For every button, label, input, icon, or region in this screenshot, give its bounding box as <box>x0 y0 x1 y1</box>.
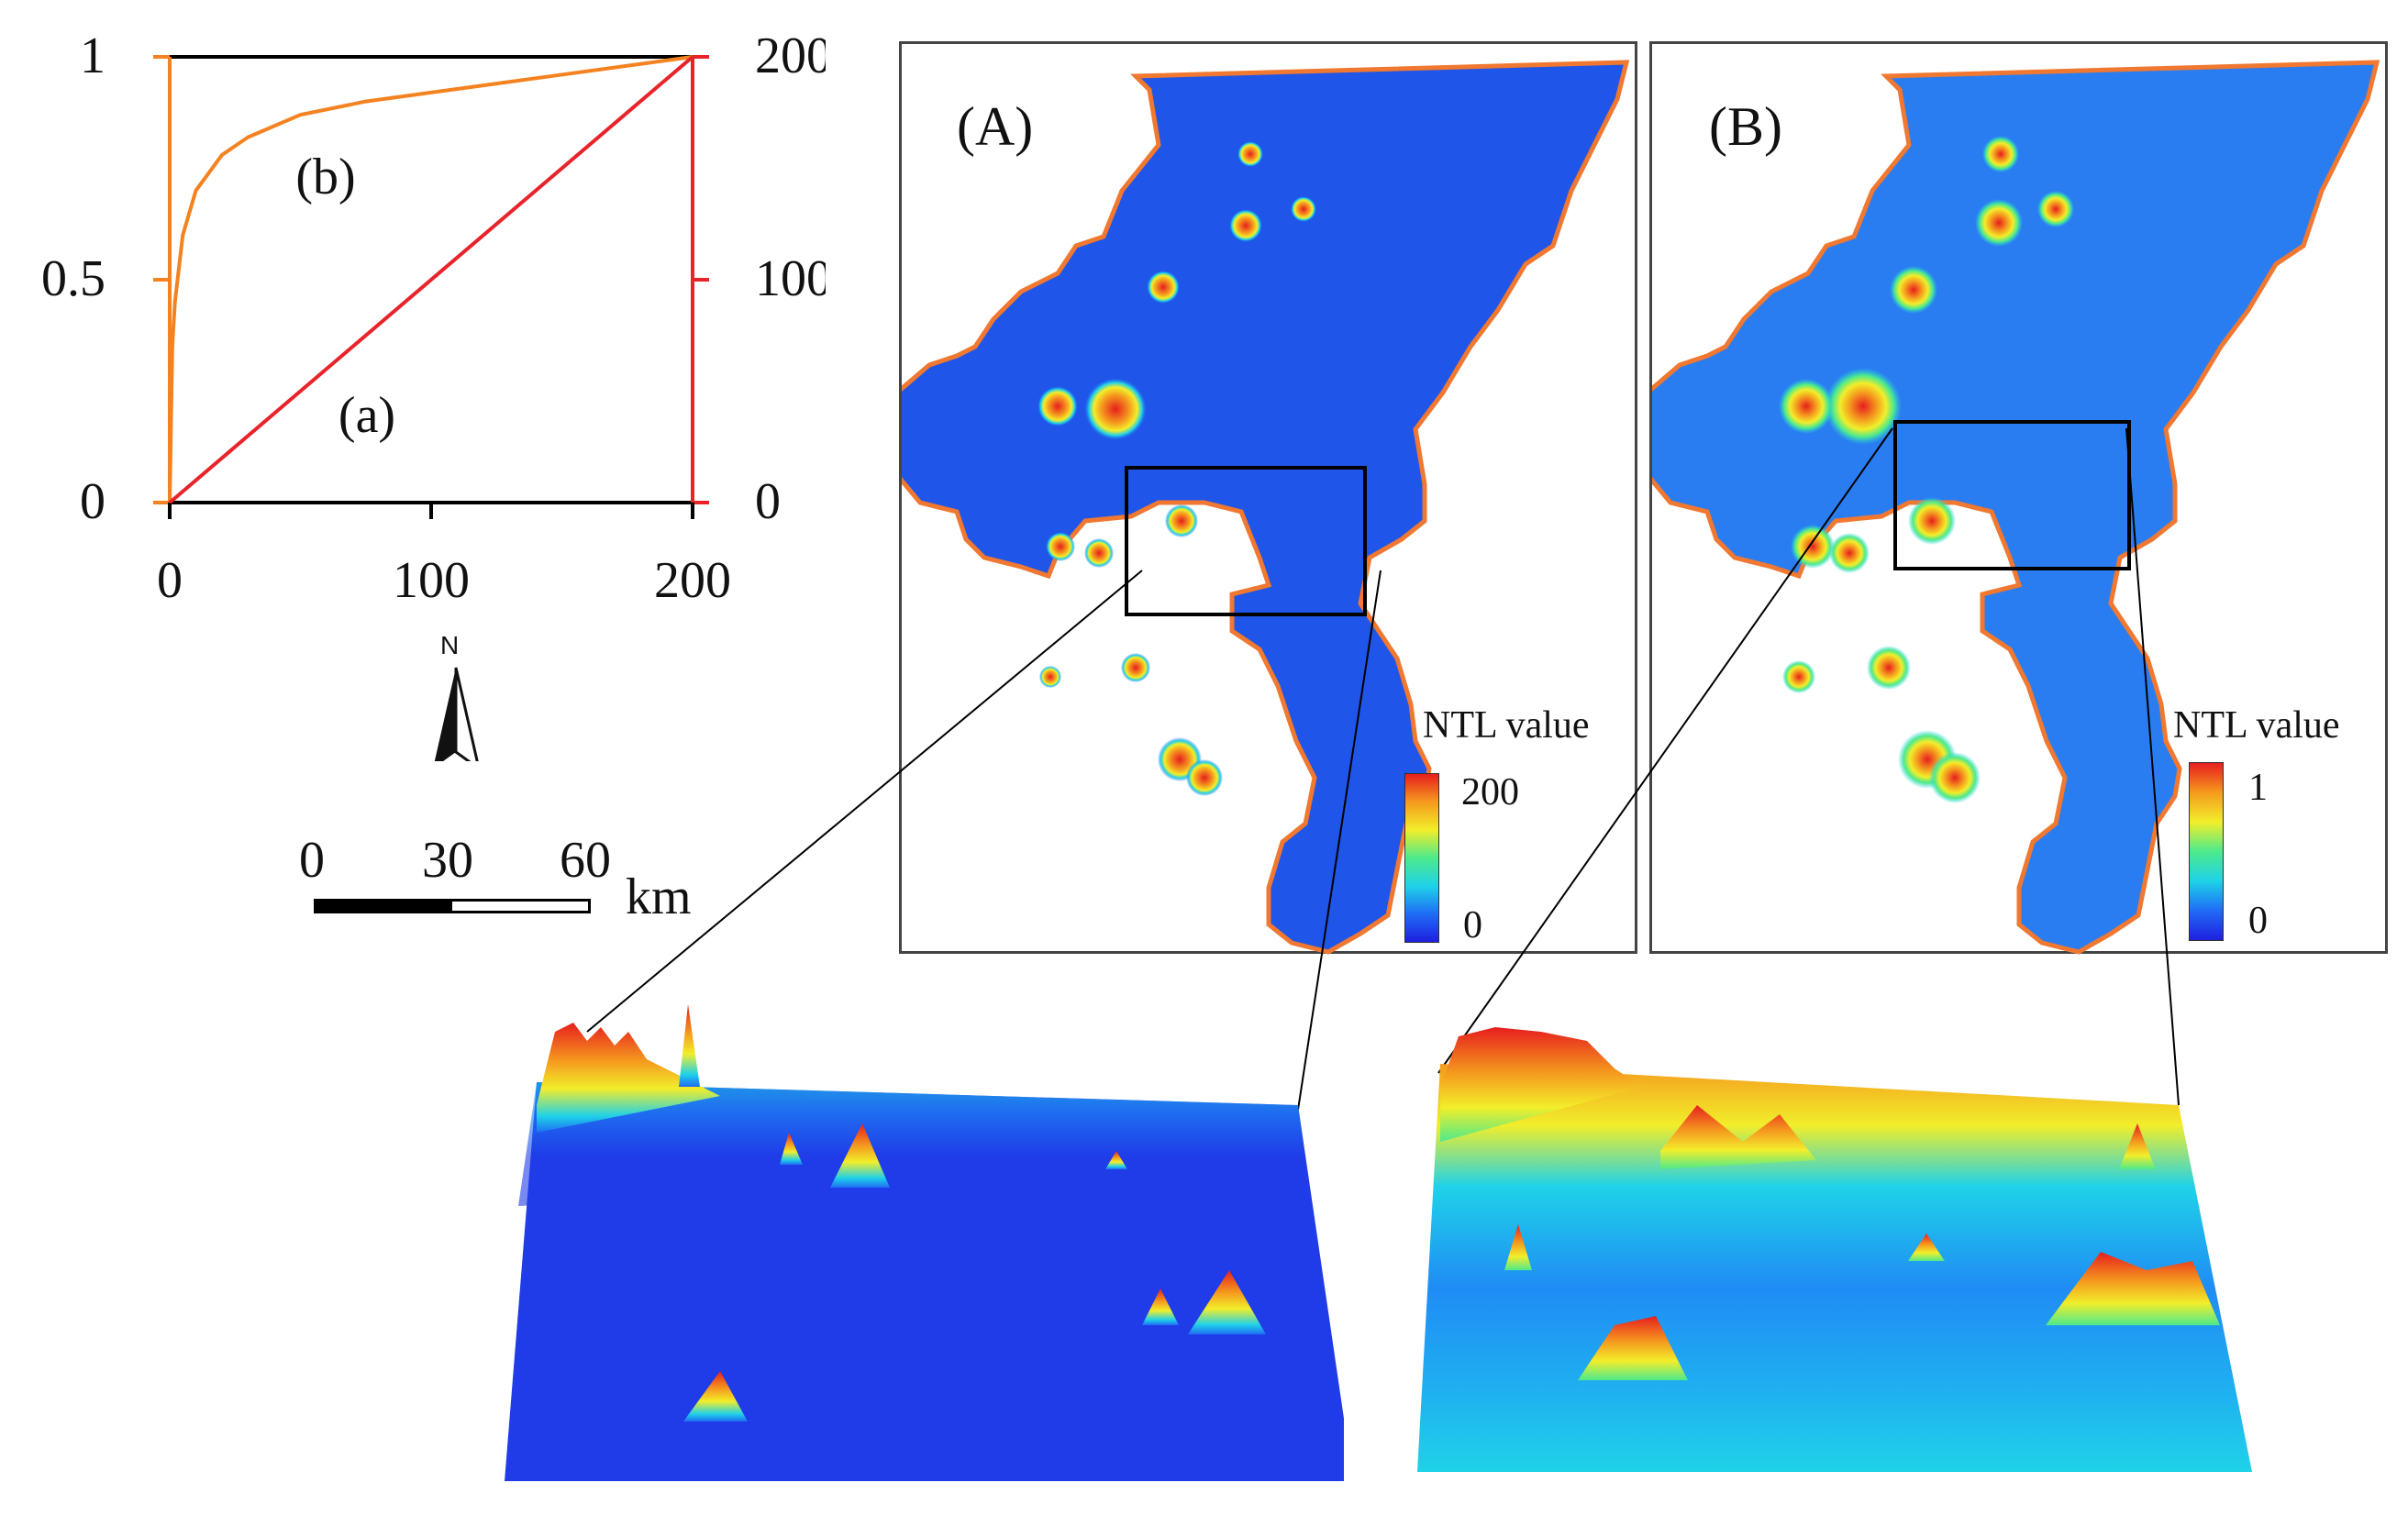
y-left-tick-label-1: 0.5 <box>41 250 105 307</box>
y-right-tick-label-2: 200 <box>755 28 826 84</box>
region-outline-a <box>902 60 1630 955</box>
series-b-label: (b) <box>295 149 355 205</box>
x-tick-label-1: 100 <box>393 552 470 609</box>
series-b-line <box>168 55 694 503</box>
scale-tick-30: 30 <box>422 832 473 889</box>
panel-a-map <box>902 60 1630 955</box>
legend-a-min: 0 <box>1463 904 1482 946</box>
legend-b-min: 0 <box>2248 900 2268 942</box>
zoom-box-a <box>1125 466 1367 616</box>
scale-unit: km <box>626 869 692 925</box>
surface-3d-a <box>505 1004 1344 1481</box>
surface-3d-b <box>1417 1027 2252 1472</box>
transform-chart: 0 0.5 1 0 100 200 0 100 200 (a) (b) <box>0 0 832 642</box>
legend-b-colorbar <box>2189 762 2224 941</box>
scale-tick-60: 60 <box>560 832 611 889</box>
series-a-label: (a) <box>338 387 395 444</box>
legend-a-colorbar <box>1404 773 1439 943</box>
panel-a: (A) NTL value 200 0 <box>899 41 1637 955</box>
legend-b-max: 1 <box>2248 767 2268 809</box>
legend-a-max: 200 <box>1461 771 1519 813</box>
scale-bar: 0 30 60 km <box>294 835 716 926</box>
y-left-tick-label-2: 1 <box>80 28 105 84</box>
panel-b-label: (B) <box>1709 96 1782 157</box>
region-outline-b <box>1652 60 2380 955</box>
panel-b: (B) NTL value 1 0 <box>1649 41 2388 955</box>
series-a-line <box>168 55 694 504</box>
panel-b-map <box>1652 60 2380 955</box>
x-tick-label-0: 0 <box>157 552 183 609</box>
legend-b-title: NTL value <box>2173 704 2340 747</box>
panel-a-label: (A) <box>957 96 1034 157</box>
scale-tick-0: 0 <box>299 832 325 889</box>
y-right-tick-label-1: 100 <box>755 250 826 307</box>
y-right-tick-label-0: 0 <box>755 473 781 530</box>
legend-a-title: NTL value <box>1423 704 1590 747</box>
scale-bar-graphic <box>314 899 591 913</box>
north-label: N <box>440 631 460 659</box>
y-left-tick-label-0: 0 <box>80 473 105 530</box>
north-arrow-icon <box>434 667 479 761</box>
north-arrow: N <box>415 633 497 761</box>
chart-plot: 0 0.5 1 0 100 200 0 100 200 (a) (b) <box>41 28 832 609</box>
x-tick-label-2: 200 <box>654 552 731 609</box>
